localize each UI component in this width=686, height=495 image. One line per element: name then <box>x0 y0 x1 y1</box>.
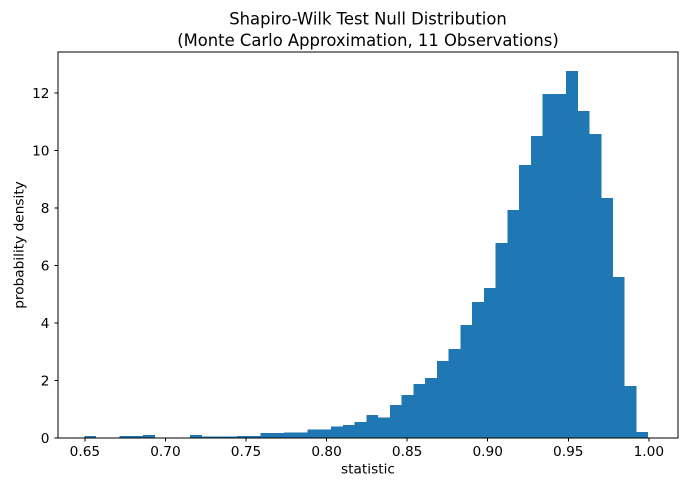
x-tick-label: 0.85 <box>392 444 422 460</box>
x-axis-label: statistic <box>341 462 395 478</box>
histogram-bar <box>566 70 578 438</box>
histogram-bar <box>119 435 132 438</box>
histogram-bar <box>366 415 379 438</box>
histogram-bars <box>84 70 649 439</box>
y-axis-label: probability density <box>12 181 28 309</box>
histogram-bar <box>542 93 555 439</box>
histogram-bar <box>201 436 214 438</box>
y-tick-label: 8 <box>41 201 50 217</box>
histogram-bar <box>389 404 402 438</box>
histogram-bar <box>530 136 543 438</box>
histogram-bar <box>519 164 531 438</box>
x-tick-label: 0.80 <box>311 444 341 460</box>
histogram-bar <box>624 385 637 438</box>
histogram-bar <box>237 435 249 438</box>
histogram-bar <box>131 435 144 438</box>
histogram-bar <box>354 422 367 438</box>
histogram-bar <box>284 432 296 438</box>
histogram-bar <box>190 435 202 438</box>
y-tick-label: 2 <box>41 373 50 389</box>
histogram-bar <box>436 360 449 438</box>
y-tick-label: 6 <box>41 258 50 274</box>
histogram-bar <box>295 432 308 438</box>
histogram-bar <box>483 287 496 438</box>
histogram-bar <box>589 134 602 438</box>
histogram-bar <box>448 348 461 438</box>
y-tick-label: 0 <box>41 431 50 447</box>
histogram-bar <box>636 431 649 438</box>
histogram-bar <box>84 435 97 438</box>
histogram-bar <box>248 435 261 438</box>
chart-title-line-1: Shapiro-Wilk Test Null Distribution <box>229 10 507 29</box>
histogram-bar <box>577 111 590 439</box>
chart-title-line-2: (Monte Carlo Approximation, 11 Observati… <box>177 31 559 50</box>
histogram-bar <box>307 429 320 438</box>
y-tick-label: 12 <box>32 86 49 102</box>
histogram-bar <box>413 383 426 438</box>
x-tick-label: 0.70 <box>150 444 180 460</box>
histogram-bar <box>342 425 355 438</box>
histogram-bar <box>213 436 226 438</box>
y-tick-label: 10 <box>32 143 49 159</box>
histogram-bar <box>378 417 390 438</box>
y-tick-label: 4 <box>41 316 50 332</box>
x-tick-label: 0.95 <box>553 444 583 460</box>
x-tick-label: 0.90 <box>472 444 502 460</box>
histogram-bar <box>495 243 508 438</box>
axis-tick-marks <box>54 92 650 442</box>
x-tick-label: 0.65 <box>70 444 100 460</box>
histogram-bar <box>554 93 567 439</box>
histogram-bar <box>460 325 473 438</box>
histogram-bar <box>601 198 613 438</box>
histogram-bar <box>472 302 484 438</box>
histogram-bar <box>143 435 155 438</box>
histogram-bar <box>507 210 520 438</box>
histogram-bar <box>260 433 273 438</box>
histogram-bar <box>225 436 238 438</box>
histogram-bar <box>272 433 285 438</box>
axis-tick-labels: 0.65 0.70 0.75 0.80 0.85 0.90 0.95 1.00 0 2 4 6 8 10 1… <box>32 86 664 460</box>
histogram-bar <box>401 394 414 438</box>
x-tick-label: 1.00 <box>634 444 664 460</box>
histogram-bar <box>319 429 332 438</box>
histogram-bar <box>331 426 343 438</box>
x-tick-label: 0.75 <box>231 444 261 460</box>
histogram-bar <box>425 377 437 438</box>
plot-frame <box>57 51 679 439</box>
histogram-bar <box>612 277 625 438</box>
